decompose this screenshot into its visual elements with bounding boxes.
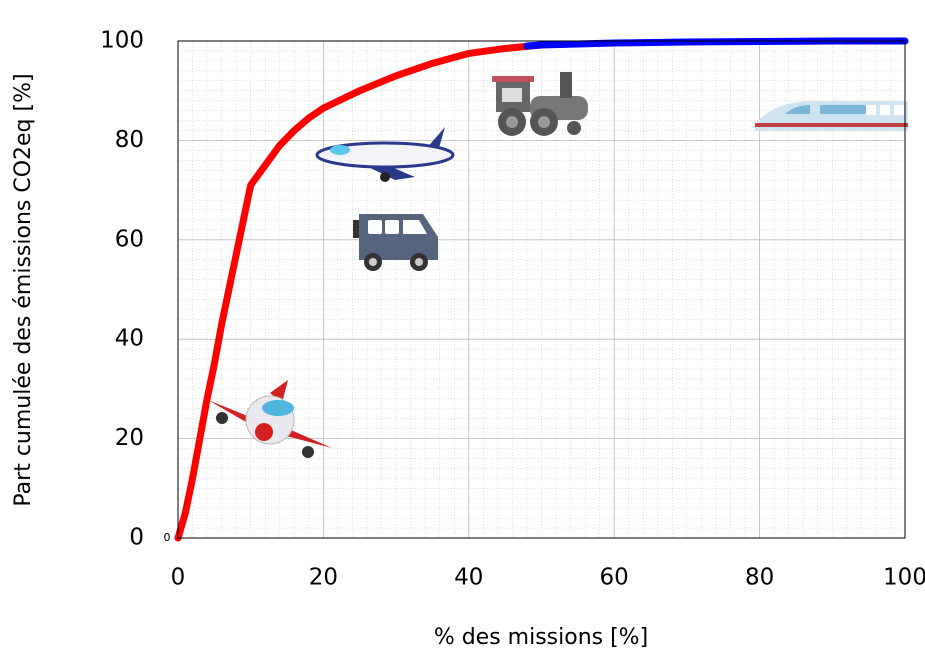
data-line bbox=[174, 41, 545, 542]
icon-steam-train bbox=[492, 72, 588, 136]
icon-hs-train bbox=[755, 101, 908, 131]
y-tick-label: 0 bbox=[129, 525, 144, 551]
y-tick-label: 60 bbox=[115, 226, 144, 252]
x-tick-label: 80 bbox=[745, 565, 774, 591]
plot-frame bbox=[177, 40, 906, 539]
y-tick-label: 40 bbox=[115, 326, 144, 352]
origin-note: 0 bbox=[164, 531, 171, 544]
icon-airliner bbox=[315, 127, 455, 182]
y-tick-label: 20 bbox=[115, 425, 144, 451]
y-tick-label: 80 bbox=[115, 127, 144, 153]
icon-van bbox=[353, 214, 438, 271]
x-tick-label: 0 bbox=[171, 565, 186, 591]
y-tick-label: 100 bbox=[100, 28, 144, 54]
x-tick-label: 60 bbox=[600, 565, 629, 591]
x-tick-label: 100 bbox=[883, 565, 925, 591]
x-tick-label: 40 bbox=[454, 565, 483, 591]
icon-plane-red bbox=[208, 380, 332, 458]
y-axis-label: Part cumulée des émissions CO2eq [%] bbox=[11, 73, 36, 506]
x-axis-label: % des missions [%] bbox=[434, 625, 648, 650]
icons bbox=[208, 72, 908, 458]
x-tick-label: 20 bbox=[309, 565, 338, 591]
